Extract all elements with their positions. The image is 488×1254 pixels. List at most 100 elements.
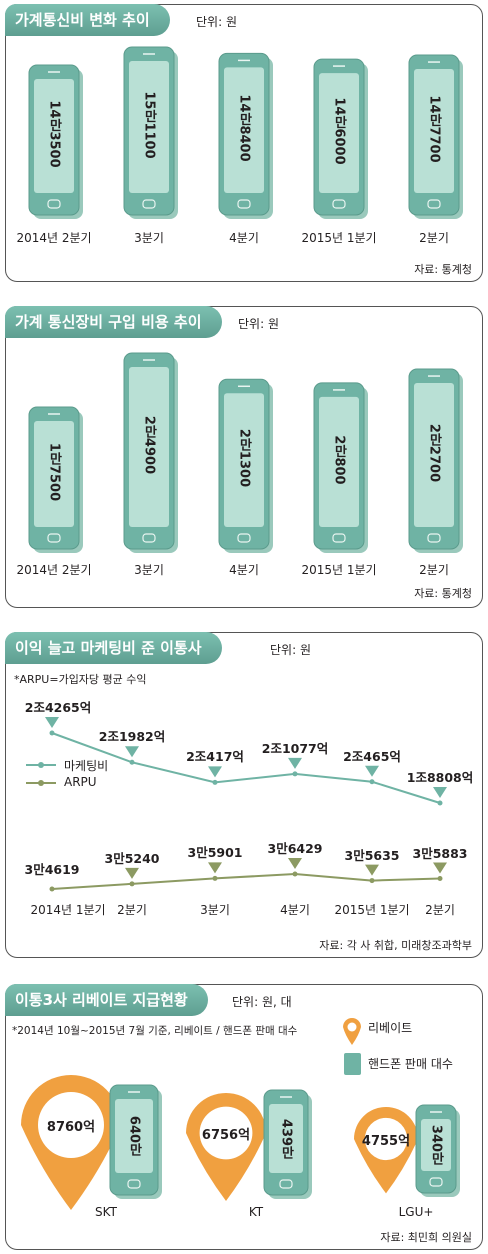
- panel4-x-label: SKT: [95, 1205, 117, 1219]
- arpu-point: [129, 881, 135, 887]
- panel4-x-label: LGU+: [398, 1205, 434, 1219]
- panel2-bar-3: [313, 382, 368, 553]
- panel1-x-label: 2014년 2분기: [16, 231, 92, 245]
- panel1-bar-3: [313, 58, 368, 219]
- panel2-x-label: 3분기: [134, 563, 164, 577]
- rebate-pin: [354, 1107, 418, 1194]
- panel2-value-label: 2만4900: [141, 415, 157, 475]
- legend-phone-icon: [344, 1053, 361, 1075]
- panel1-x-label: 3분기: [134, 231, 164, 245]
- panel1-value-label: 14만3500: [46, 100, 62, 168]
- marketing-value-label: 2조465억: [343, 748, 401, 764]
- panel2-unit: 단위: 원: [238, 317, 279, 331]
- panel1-x-label: 2분기: [419, 231, 449, 245]
- panel3-x-label: 3분기: [200, 903, 230, 917]
- marketing-point: [369, 779, 375, 785]
- marketing-line: [51, 732, 441, 804]
- panel3-note: *ARPU=가입자당 평균 수익: [14, 673, 147, 686]
- legend-dot: [38, 762, 44, 768]
- arpu-point: [212, 875, 218, 881]
- arpu-point: [437, 876, 443, 882]
- marketing-point: [292, 771, 298, 777]
- arpu-point: [292, 871, 298, 877]
- handset-value-label: 640만: [126, 1115, 142, 1157]
- marketing-value-label: 1조8808억: [406, 770, 474, 785]
- marketing-marker: [208, 766, 222, 778]
- rebate-pin: [186, 1093, 266, 1201]
- arpu-value-label: 3만5240: [104, 850, 160, 866]
- panel1-x-label: 4분기: [229, 231, 259, 245]
- panel2-x-label: 2분기: [419, 563, 449, 577]
- handset-bar-2: [415, 1104, 460, 1197]
- panel2-title: 가계 통신장비 구입 비용 추이: [5, 306, 222, 338]
- marketing-point: [129, 759, 135, 765]
- arpu-point: [49, 886, 55, 892]
- handset-bar-0: [109, 1084, 162, 1199]
- marketing-point: [212, 779, 218, 785]
- panel2-bar-0: [28, 406, 83, 553]
- panel-household-telecom: 가계통신비 변화 추이 단위: 원 14만3500 2014년 2분기 15만110…: [5, 4, 483, 282]
- arpu-value-label: 3만5901: [187, 845, 243, 861]
- panel1-chart: [28, 46, 463, 220]
- handset-value-label: 340만: [428, 1124, 444, 1166]
- marketing-marker: [288, 757, 302, 769]
- panel1-value-label: 14만7700: [426, 95, 442, 163]
- panel3-x-label: 2분기: [117, 903, 147, 917]
- marketing-point: [49, 730, 55, 736]
- panel4-x-label: KT: [248, 1205, 264, 1219]
- panel3-source: 자료: 각 사 취합, 미래창조과학부: [319, 939, 472, 952]
- arpu-value-label: 3만6429: [267, 841, 323, 856]
- panel1-value-label: 15만1100: [141, 91, 157, 159]
- panel1-x-label: 2015년 1분기: [301, 231, 377, 245]
- panel2-value-label: 2만800: [331, 435, 347, 485]
- panel4-chart: [21, 1018, 460, 1210]
- marketing-marker: [433, 787, 447, 798]
- handset-bar-1: [263, 1089, 312, 1199]
- rebate-pin: [21, 1075, 121, 1210]
- panel1-bar-1: [123, 46, 178, 219]
- arpu-line: [51, 872, 441, 890]
- panel4-note: *2014년 10월~2015년 7월 기준, 리베이트 / 핸드폰 판매 대수: [12, 1025, 298, 1037]
- panel1-unit: 단위: 원: [196, 15, 237, 29]
- arpu-marker: [433, 862, 447, 874]
- panel2-source: 자료: 통계청: [414, 587, 472, 600]
- panel4-title: 이통3사 리베이트 지급현황: [5, 984, 208, 1016]
- legend-pin-icon: [343, 1018, 361, 1045]
- arpu-value-label: 3만5635: [344, 847, 400, 863]
- panel2-x-label: 2015년 1분기: [301, 563, 377, 577]
- panel1-value-label: 14만6000: [331, 97, 347, 165]
- panel-equipment-cost: 가계 통신장비 구입 비용 추이 단위: 원 1만7500 2014년 2분기 2만…: [5, 306, 483, 608]
- panel2-x-label: 4분기: [229, 563, 259, 577]
- panel4-source: 자료: 최민희 의원실: [380, 1231, 472, 1244]
- handset-value-label: 439만: [278, 1118, 294, 1159]
- marketing-value-label: 2조4265억: [24, 700, 92, 715]
- marketing-value-label: 2조1982억: [98, 729, 166, 745]
- panel3-x-label: 2015년 1분기: [334, 903, 410, 917]
- panel3-x-label: 4분기: [280, 903, 310, 917]
- arpu-marker: [208, 862, 222, 874]
- arpu-marker: [288, 858, 302, 869]
- panel3-legend-label: 마케팅비: [64, 759, 109, 773]
- legend-dot: [38, 780, 44, 786]
- panel2-chart: [28, 352, 463, 553]
- panel2-bar-1: [123, 352, 178, 553]
- panel1-bar-0: [28, 64, 83, 219]
- panel4-unit: 단위: 원, 대: [232, 995, 292, 1009]
- marketing-value-label: 2조1077억: [261, 740, 329, 756]
- marketing-point: [437, 800, 443, 806]
- panel2-x-label: 2014년 2분기: [16, 563, 92, 577]
- panel3-x-label: 2014년 1분기: [30, 903, 106, 917]
- rebate-value-label: 4755억: [361, 1134, 411, 1149]
- panel1-bar-2: [218, 52, 273, 219]
- panel1-value-label: 14만8400: [236, 94, 252, 162]
- arpu-value-label: 3만5883: [412, 845, 468, 861]
- marketing-marker: [365, 765, 379, 777]
- rebate-value-label: 8760억: [46, 1120, 96, 1135]
- panel3-unit: 단위: 원: [270, 643, 311, 657]
- panel4-legend-label: 리베이트: [368, 1021, 413, 1035]
- panel3-x-label: 2분기: [425, 903, 455, 917]
- panel3-title: 이익 늘고 마케팅비 준 이통사: [5, 632, 222, 664]
- arpu-value-label: 3만4619: [24, 862, 80, 877]
- panel2-bar-4: [408, 368, 463, 553]
- panel2-value-label: 2만2700: [426, 423, 442, 483]
